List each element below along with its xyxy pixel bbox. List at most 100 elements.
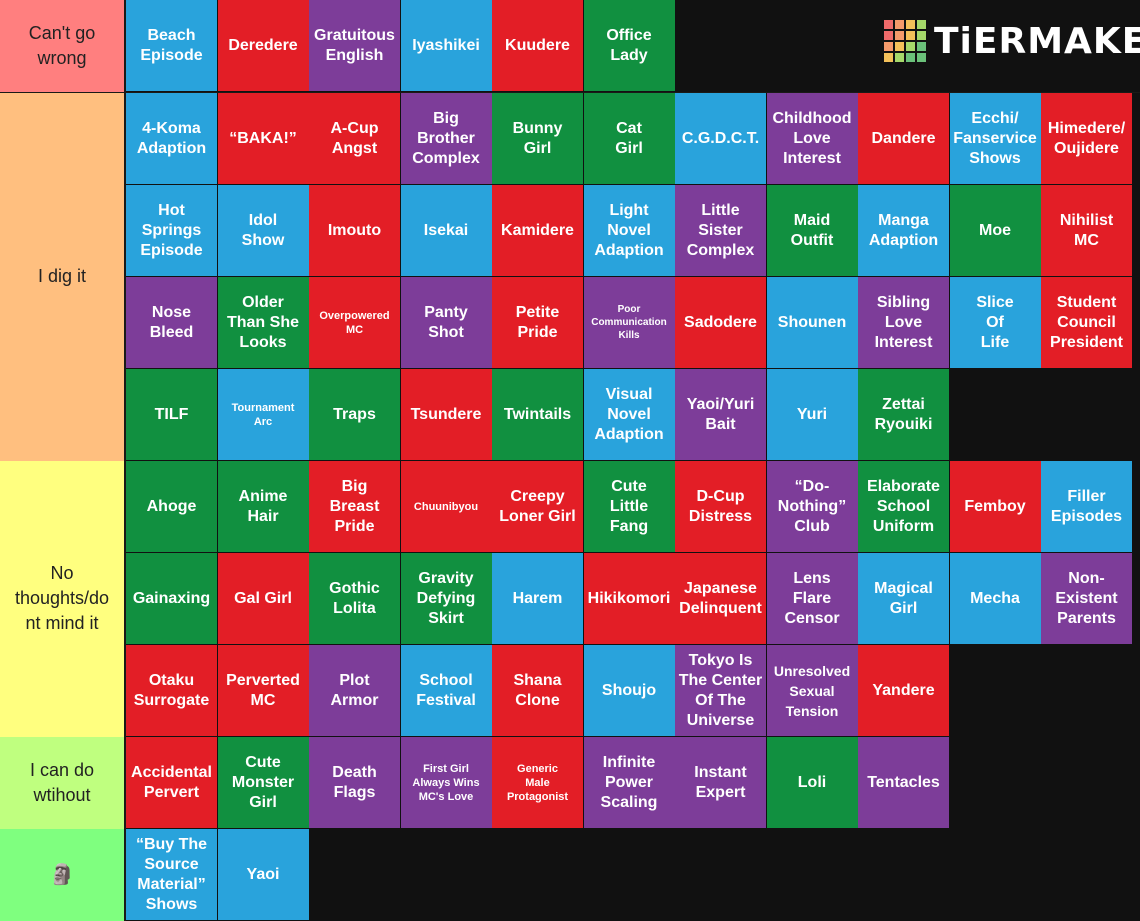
tier-item-tile[interactable]: TILF xyxy=(126,369,217,460)
tier-item-tile[interactable]: 4-Koma Adaption xyxy=(126,93,217,184)
tier-item-tile[interactable]: Nihilist MC xyxy=(1041,185,1132,276)
tier-item-tile[interactable]: Filler Episodes xyxy=(1041,461,1132,552)
tier-item-tile[interactable]: Yuri xyxy=(766,369,858,460)
tier-item-tile[interactable]: “Do- Nothing” Club xyxy=(766,461,858,552)
tier-item-tile[interactable]: Japanese Delinquent xyxy=(675,553,766,644)
tier-item-tile[interactable]: Shana Clone xyxy=(492,645,583,736)
tier-item-tile[interactable]: “BAKA!” xyxy=(217,93,309,184)
tier-item-tile[interactable]: Mecha xyxy=(949,553,1041,644)
tier-item-tile[interactable]: Loli xyxy=(766,737,858,828)
tier-item-tile[interactable]: Big Brother Complex xyxy=(400,93,492,184)
tier-item-tile[interactable]: Elaborate School Uniform xyxy=(858,461,949,552)
tier-item-tile[interactable]: Plot Armor xyxy=(309,645,400,736)
tier-item-tile[interactable]: Yaoi xyxy=(217,829,309,920)
tier-item-tile[interactable]: Moe xyxy=(949,185,1041,276)
tier-item-tile[interactable]: Non- Existent Parents xyxy=(1041,553,1132,644)
tier-item-tile[interactable]: A-Cup Angst xyxy=(309,93,400,184)
tier-item-tile[interactable]: Gal Girl xyxy=(217,553,309,644)
tier-item-tile[interactable]: Traps xyxy=(309,369,400,460)
tier-item-tile[interactable]: Gratuitous English xyxy=(309,0,400,91)
tier-item-tile[interactable]: Magical Girl xyxy=(858,553,949,644)
tier-item-tile[interactable]: Anime Hair xyxy=(217,461,309,552)
tier-label[interactable]: I can do wtihout xyxy=(0,737,124,829)
tier-item-tile[interactable]: Tentacles xyxy=(858,737,949,828)
tier-item-tile[interactable]: Twintails xyxy=(492,369,583,460)
tier-item-tile[interactable]: “Buy The Source Material” Shows xyxy=(126,829,217,920)
tier-item-tile[interactable]: Generic Male Protagonist xyxy=(492,737,583,828)
tier-item-tile[interactable]: Yandere xyxy=(858,645,949,736)
tier-item-tile[interactable]: Ahoge xyxy=(126,461,217,552)
tier-item-tile[interactable]: Otaku Surrogate xyxy=(126,645,217,736)
tier-item-tile[interactable]: Tokyo Is The Center Of The Universe xyxy=(675,645,766,736)
tier-item-tile[interactable]: Beach Episode xyxy=(126,0,217,91)
tier-item-tile[interactable]: Harem xyxy=(492,553,583,644)
tier-item-tile[interactable]: Idol Show xyxy=(217,185,309,276)
tier-label[interactable]: 🗿 xyxy=(0,829,124,921)
tier-item-tile[interactable]: Gravity Defying Skirt xyxy=(400,553,492,644)
tier-item-tile[interactable]: Isekai xyxy=(400,185,492,276)
tier-item-tile[interactable]: Manga Adaption xyxy=(858,185,949,276)
tier-item-tile[interactable]: Cat Girl xyxy=(583,93,675,184)
tier-item-tile[interactable]: Slice Of Life xyxy=(949,277,1041,368)
tier-label[interactable]: Can't go wrong xyxy=(0,0,124,92)
tier-item-tile[interactable]: C.G.D.C.T. xyxy=(675,93,766,184)
tier-item-tile[interactable]: Infinite Power Scaling xyxy=(583,737,675,828)
tier-item-tile[interactable]: Gothic Lolita xyxy=(309,553,400,644)
tier-item-tile[interactable]: Cute Little Fang xyxy=(583,461,675,552)
logo-grid-square xyxy=(906,31,915,40)
tier-item-tile[interactable]: Cute Monster Girl xyxy=(217,737,309,828)
tier-item-tile[interactable]: Death Flags xyxy=(309,737,400,828)
tier-item-tile[interactable]: Ecchi/ Fanservice Shows xyxy=(949,93,1041,184)
tier-item-tile[interactable]: Little Sister Complex xyxy=(675,185,766,276)
tier-item-tile[interactable]: Sadodere xyxy=(675,277,766,368)
tier-item-tile[interactable]: Yaoi/Yuri Bait xyxy=(675,369,766,460)
tier-item-tile[interactable]: Tsundere xyxy=(400,369,492,460)
tier-item-tile[interactable]: Unresolved Sexual Tension xyxy=(766,645,858,736)
tier-item-tile[interactable]: Iyashikei xyxy=(400,0,492,91)
tier-item-tile[interactable]: Hot Springs Episode xyxy=(126,185,217,276)
tier-item-tile[interactable]: Femboy xyxy=(949,461,1041,552)
tier-item-tile[interactable]: Overpowered MC xyxy=(309,277,400,368)
tier-item-tile[interactable]: Imouto xyxy=(309,185,400,276)
tier-item-tile[interactable]: Petite Pride xyxy=(492,277,583,368)
tier-row: I can do wtihout Accidental Pervert Cute M… xyxy=(0,737,1140,829)
tier-item-tile[interactable]: Older Than She Looks xyxy=(217,277,309,368)
tier-item-tile[interactable]: Office Lady xyxy=(583,0,675,91)
tier-item-tile[interactable]: Visual Novel Adaption xyxy=(583,369,675,460)
tier-item-tile[interactable]: Creepy Loner Girl xyxy=(492,461,583,552)
logo-grid-square xyxy=(917,20,926,29)
tier-item-tile[interactable]: Maid Outfit xyxy=(766,185,858,276)
tier-item-tile[interactable]: School Festival xyxy=(400,645,492,736)
tier-label[interactable]: No thoughts/do nt mind it xyxy=(0,461,124,737)
tier-item-tile[interactable]: Dandere xyxy=(858,93,949,184)
tier-item-tile[interactable]: Panty Shot xyxy=(400,277,492,368)
tier-item-tile[interactable]: Himedere/ Oujidere xyxy=(1041,93,1132,184)
tier-item-tile[interactable]: Perverted MC xyxy=(217,645,309,736)
tier-item-tile[interactable]: Kuudere xyxy=(492,0,583,91)
tier-item-tile[interactable]: Deredere xyxy=(217,0,309,91)
tier-item-tile[interactable]: Light Novel Adaption xyxy=(583,185,675,276)
tier-item-tile[interactable]: Poor Communication Kills xyxy=(583,277,675,368)
tier-item-tile[interactable]: Student Council President xyxy=(1041,277,1132,368)
tier-item-tile[interactable]: Chuunibyou xyxy=(400,461,492,552)
tier-item-tile[interactable]: Nose Bleed xyxy=(126,277,217,368)
tier-item-tile[interactable]: Lens Flare Censor xyxy=(766,553,858,644)
tier-item-tile[interactable]: Tournament Arc xyxy=(217,369,309,460)
tier-item-tile[interactable]: Shounen xyxy=(766,277,858,368)
tier-item-tile[interactable]: Hikikomori xyxy=(583,553,675,644)
logo-grid-square xyxy=(884,31,893,40)
tier-item-tile[interactable]: First Girl Always Wins MC's Love xyxy=(400,737,492,828)
tier-item-tile[interactable]: Shoujo xyxy=(583,645,675,736)
tier-item-tile[interactable]: Gainaxing xyxy=(126,553,217,644)
tier-item-tile[interactable]: Big Breast Pride xyxy=(309,461,400,552)
tier-item-tile[interactable]: Childhood Love Interest xyxy=(766,93,858,184)
tier-label[interactable]: I dig it xyxy=(0,93,124,461)
tier-item-tile[interactable]: Kamidere xyxy=(492,185,583,276)
tier-items: Beach Episode Deredere Gratuitous English I… xyxy=(126,0,1140,92)
tier-item-tile[interactable]: Sibling Love Interest xyxy=(858,277,949,368)
tier-item-tile[interactable]: Accidental Pervert xyxy=(126,737,217,828)
tier-item-tile[interactable]: Zettai Ryouiki xyxy=(858,369,949,460)
tier-item-tile[interactable]: D-Cup Distress xyxy=(675,461,766,552)
tier-item-tile[interactable]: Instant Expert xyxy=(675,737,766,828)
tier-item-tile[interactable]: Bunny Girl xyxy=(492,93,583,184)
